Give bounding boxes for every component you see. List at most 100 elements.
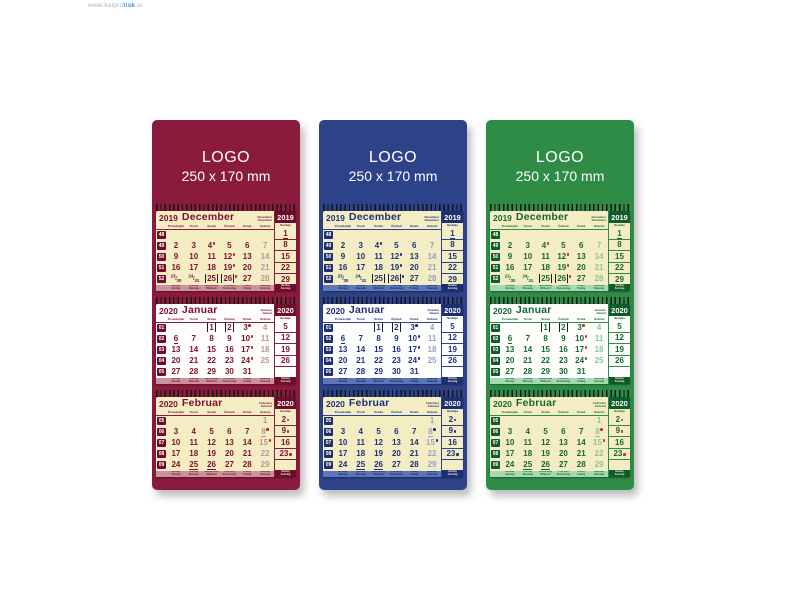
week-number-column: 09 [323, 461, 334, 470]
week-number-badge: 01 [324, 324, 333, 333]
date-cell: 17 [572, 345, 590, 355]
date-number: 26 [374, 460, 384, 471]
month-header: 2020 Januar January Januar [156, 304, 274, 317]
moon-phase-icon [415, 324, 419, 327]
date-cell: 29 [537, 367, 555, 377]
moon-phase-icon [250, 357, 254, 360]
week-number-badge: 05 [157, 368, 166, 377]
month-panels-stack: 2019 December December Dezember Ponedelje… [156, 204, 296, 477]
weekday-translation: Monday Montag [167, 471, 185, 477]
date-number: 22 [541, 356, 551, 366]
month-name-alt: December [257, 214, 272, 219]
date-number: 21 [576, 449, 586, 459]
date-rows: 01 1 2 3 4 02 6 7 8 9 10 11 03 13 14 15 16 17 18 04 20 21 22 23… [156, 323, 274, 378]
weekday-translation-line: Monday [171, 285, 181, 288]
date-number: 26 [615, 356, 624, 366]
wire-binding-icon [323, 390, 463, 397]
date-cell: 13 [387, 438, 405, 448]
weekday-name: Ponedeljek [334, 410, 352, 415]
date-cell: 6 [554, 427, 572, 437]
week-row: 51 16 17 18 19 20 21 [490, 263, 608, 274]
weekday-translation: Friday Freitag [405, 378, 423, 384]
weekday-header-row: Ponedeljek Torek Sreda Četrtek Petek Sobota [490, 410, 608, 416]
date-cell: 10 [501, 438, 519, 448]
weekday-translation-line: Wednesday [371, 378, 386, 381]
weekday-translation-line: Freitag [410, 286, 419, 290]
sunday-date-cell: 12 [609, 331, 630, 343]
sunday-date-cell: 23 [442, 447, 463, 459]
weekday-translation-line: Samstag [427, 379, 438, 383]
weekday-name: Ponedeljek [334, 224, 352, 229]
weekday-translation: Thursday Donnerstag [220, 471, 238, 477]
sunday-translation-line: Sunday [615, 283, 624, 287]
week-number-column: 09 [156, 461, 167, 470]
weekday-name: Sreda [207, 317, 216, 322]
date-cell: 17 [352, 263, 370, 273]
week-number-badge: 02 [157, 335, 166, 344]
week-number-column: 04 [156, 357, 167, 366]
weekday-name: Ponedeljek [167, 410, 185, 415]
week-number-column: 48 [490, 231, 501, 240]
date-number: 19 [557, 263, 567, 273]
sunday-date-cell: 8 [442, 238, 463, 250]
date-cell: 29 [203, 367, 221, 377]
week-row: 05 27 28 29 30 31 [156, 367, 274, 378]
weekday-footer-strip: Monday Montag Tuesday Dienstag Wednesday Mitt… [156, 377, 274, 384]
weekday-translation-line: Saturday [593, 285, 605, 288]
date-number: 1 [617, 228, 622, 239]
date-cell: 28 [405, 460, 423, 470]
date-cell: 24 [167, 460, 185, 470]
date-cell: 4 [423, 323, 441, 333]
date-cell: 5 [554, 241, 572, 251]
date-number: 28 [356, 367, 366, 377]
date-cell: 25 [370, 274, 388, 284]
moon-phase-icon [433, 428, 436, 431]
date-cell: 18 [590, 345, 608, 355]
weekday-translation-line: Wednesday [538, 285, 553, 288]
stacked-date: 23/30 [337, 273, 349, 284]
sunday-date-cell: 5 [609, 321, 630, 331]
date-cell: 6 [238, 241, 256, 251]
date-rows: 05 1 06 3 4 5 6 7 8 07 10 11 12 13 14 15 08 17 18 19 20 21 22 0… [323, 416, 441, 471]
date-cell: 9 [167, 252, 185, 262]
weekday-translation: Friday Freitag [572, 471, 590, 477]
weekday-name: Petek [577, 317, 586, 322]
date-number: 27 [391, 460, 401, 470]
date-cell: 9 [501, 252, 519, 262]
weekday-header-row: Ponedeljek Torek Sreda Četrtek Petek Sobota [323, 224, 441, 230]
month-panel: 2019 December December Dezember Ponedelje… [156, 211, 296, 291]
date-number: 12 [557, 252, 567, 262]
moon-phase-icon [455, 452, 459, 456]
date-number: 10 [408, 334, 418, 344]
weekday-translation: Tuesday Dienstag [519, 471, 537, 477]
weekday-translation-line: Freitag [410, 472, 419, 476]
sunday-translation-line: Sonntag [614, 286, 625, 290]
week-number-badge: 07 [324, 439, 333, 448]
date-rows: 48 49 2 3 4 5 6 7 50 9 10 11 12 13 14 51 16 17 18 19 20 21 52 2… [490, 230, 608, 285]
month-header: 2020 Januar January Januar [490, 304, 608, 317]
moon-phase-icon [600, 428, 603, 431]
weekday-translation-line: Wednesday [204, 378, 219, 381]
date-number: 27 [505, 367, 515, 377]
month-name-translations: December Dezember [591, 215, 606, 223]
date-cell: 30 [554, 367, 572, 377]
date-number: 21 [356, 356, 366, 366]
weekday-translation-line: Montag [171, 286, 181, 290]
moon-phase-icon [401, 275, 405, 278]
date-number: 11 [260, 334, 270, 344]
date-number: 4 [191, 427, 196, 437]
moon-phase-icon [379, 242, 383, 245]
weekday-translation-line: Thursday [391, 471, 402, 474]
month-panel: 2019 December December Dezember Ponedelje… [490, 211, 630, 291]
weekday-name: Petek [243, 317, 252, 322]
sunday-column: 2020 Nedelja 2 9 16 23 Sunday Sonntag [608, 397, 630, 477]
date-cell: 13 [501, 345, 519, 355]
month-name-alt: February [426, 400, 439, 405]
date-number: 24 [241, 356, 251, 366]
date-number: 3 [507, 427, 513, 437]
sunday-column: 2020 Nedelja 5 12 19 26 Sunday Sonntag [441, 304, 463, 384]
date-number: 15 [593, 438, 602, 448]
date-number: 2 [392, 323, 401, 333]
sunday-date-cell: 1 [275, 228, 296, 239]
weekday-translation-line: Samstag [260, 286, 271, 290]
